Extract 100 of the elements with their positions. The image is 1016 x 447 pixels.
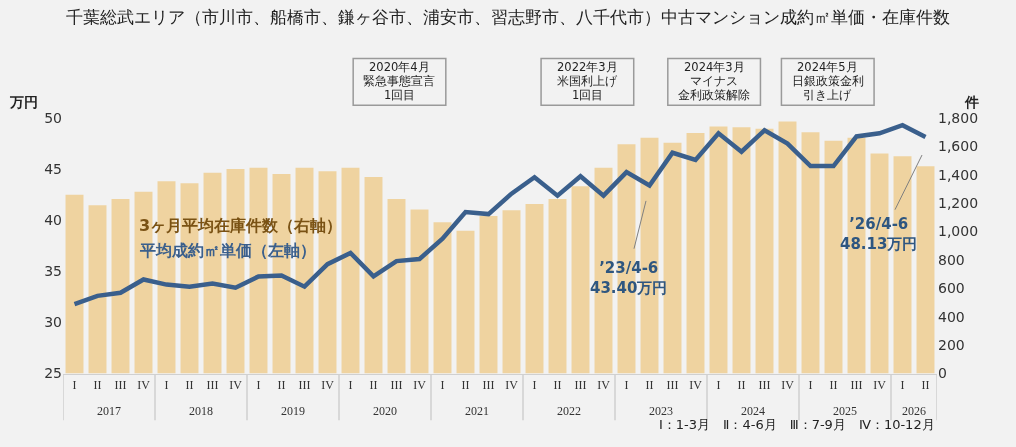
x-tick-label: II bbox=[93, 377, 102, 392]
x-tick-label: II bbox=[277, 377, 286, 392]
text: 2026 bbox=[902, 404, 926, 418]
x-tick-label: I bbox=[256, 377, 261, 392]
x-tick-label: I bbox=[348, 377, 353, 392]
x-tick-label: II bbox=[921, 377, 930, 392]
bar bbox=[65, 194, 84, 374]
x-tick-label: II bbox=[829, 377, 838, 392]
series-label: 平均成約㎡単価（左軸） bbox=[139, 241, 316, 260]
x-tick-label: IV bbox=[689, 377, 703, 392]
y2-tick-label: 1,200 bbox=[938, 195, 979, 212]
text: 2020 bbox=[373, 404, 397, 418]
y-tick-label: 30 bbox=[44, 314, 62, 331]
text: 2018 bbox=[189, 404, 213, 418]
text: 2021 bbox=[465, 404, 489, 418]
bar bbox=[88, 205, 107, 374]
bar bbox=[111, 198, 130, 374]
x-tick-label: II bbox=[461, 377, 470, 392]
text: マイナス bbox=[690, 74, 738, 88]
y2-tick-label: 800 bbox=[938, 251, 965, 268]
bar bbox=[364, 176, 383, 374]
x-tick-label: I bbox=[900, 377, 905, 392]
x-tick-label: III bbox=[298, 377, 311, 392]
bar bbox=[502, 210, 521, 374]
x-tick-label: IV bbox=[229, 377, 243, 392]
x-tick-label: I bbox=[716, 377, 721, 392]
text: 2019 bbox=[281, 404, 305, 418]
bar bbox=[479, 215, 498, 374]
bar bbox=[525, 203, 544, 374]
bar bbox=[686, 132, 705, 374]
text: 2024年3月 bbox=[684, 60, 745, 74]
text: 1回目 bbox=[572, 88, 604, 102]
annotation: ’26/4-6 48.13万円 bbox=[840, 215, 918, 253]
x-tick-label: II bbox=[645, 377, 654, 392]
text: 2024 bbox=[741, 404, 765, 418]
y2-tick-label: 600 bbox=[938, 280, 965, 297]
y-tick-label: 40 bbox=[44, 212, 62, 229]
bar bbox=[410, 209, 429, 374]
y-tick-label: 25 bbox=[44, 365, 62, 382]
bar bbox=[709, 126, 728, 374]
x-tick-label: IV bbox=[413, 377, 427, 392]
chart-title: 千葉総武エリア（市川市、船橋市、鎌ヶ谷市、浦安市、習志野市、八千代市）中古マンション成約㎡単価・在庫件数 bbox=[66, 7, 950, 28]
y-tick-label: 50 bbox=[44, 109, 62, 126]
bar bbox=[456, 230, 475, 374]
x-tick-label: III bbox=[574, 377, 587, 392]
x-tick-label: IV bbox=[781, 377, 795, 392]
y-tick-label: 35 bbox=[44, 263, 62, 280]
text: 2022 bbox=[557, 404, 581, 418]
y2-tick-label: 200 bbox=[938, 337, 965, 354]
x-tick-label: II bbox=[553, 377, 562, 392]
x-tick-label: I bbox=[72, 377, 77, 392]
text: 2025 bbox=[833, 404, 857, 418]
x-tick-label: III bbox=[666, 377, 679, 392]
y-axis-title: 万円 bbox=[9, 94, 38, 110]
text: Ⅰ：1-3月 Ⅱ：4-6月 Ⅲ：7-9月 Ⅳ：10-12月 bbox=[659, 417, 935, 432]
x-tick-label: I bbox=[532, 377, 537, 392]
x-tick-label: IV bbox=[505, 377, 519, 392]
text: 緊急事態宣言 bbox=[363, 74, 435, 88]
x-tick-label: III bbox=[758, 377, 771, 392]
y2-tick-label: 400 bbox=[938, 308, 965, 325]
x-tick-label: III bbox=[850, 377, 863, 392]
bar bbox=[433, 222, 452, 374]
x-tick-label: III bbox=[390, 377, 403, 392]
text: 米国利上げ bbox=[557, 74, 618, 88]
annotation: ’23/4-6 43.40万円 bbox=[590, 259, 668, 297]
bar bbox=[387, 198, 406, 374]
text: 2022年3月 bbox=[557, 60, 618, 74]
x-tick-label: IV bbox=[137, 377, 151, 392]
text: 引き上げ bbox=[803, 88, 852, 102]
text: 2017 bbox=[97, 404, 121, 418]
text: 1回目 bbox=[384, 88, 416, 102]
y-tick-label: 45 bbox=[44, 161, 62, 178]
x-tick-label: IV bbox=[873, 377, 887, 392]
x-tick-label: II bbox=[369, 377, 378, 392]
y2-tick-label: 1,400 bbox=[938, 166, 979, 183]
x-tick-label: I bbox=[164, 377, 169, 392]
text: 2020年4月 bbox=[369, 60, 430, 74]
bar bbox=[341, 167, 360, 374]
bar bbox=[548, 198, 567, 374]
y2-tick-label: 1,800 bbox=[938, 109, 979, 126]
y2-tick-label: 0 bbox=[938, 365, 947, 382]
y2-tick-label: 1,600 bbox=[938, 138, 979, 155]
text: 日銀政策金利 bbox=[792, 74, 864, 88]
text: 金利政策解除 bbox=[678, 88, 750, 102]
x-tick-label: II bbox=[737, 377, 746, 392]
x-tick-label: IV bbox=[321, 377, 335, 392]
text: 2023 bbox=[649, 404, 673, 418]
text: 2024年5月 bbox=[797, 60, 858, 74]
x-tick-label: I bbox=[624, 377, 629, 392]
x-tick-label: III bbox=[114, 377, 127, 392]
x-tick-label: IV bbox=[597, 377, 611, 392]
y2-axis-title: 件 bbox=[964, 94, 979, 110]
x-tick-label: III bbox=[206, 377, 219, 392]
bar bbox=[916, 166, 935, 374]
x-tick-label: III bbox=[482, 377, 495, 392]
bar bbox=[801, 132, 820, 374]
bar bbox=[732, 127, 751, 374]
line-series bbox=[72, 122, 928, 307]
x-tick-label: I bbox=[440, 377, 445, 392]
bar bbox=[755, 128, 774, 374]
